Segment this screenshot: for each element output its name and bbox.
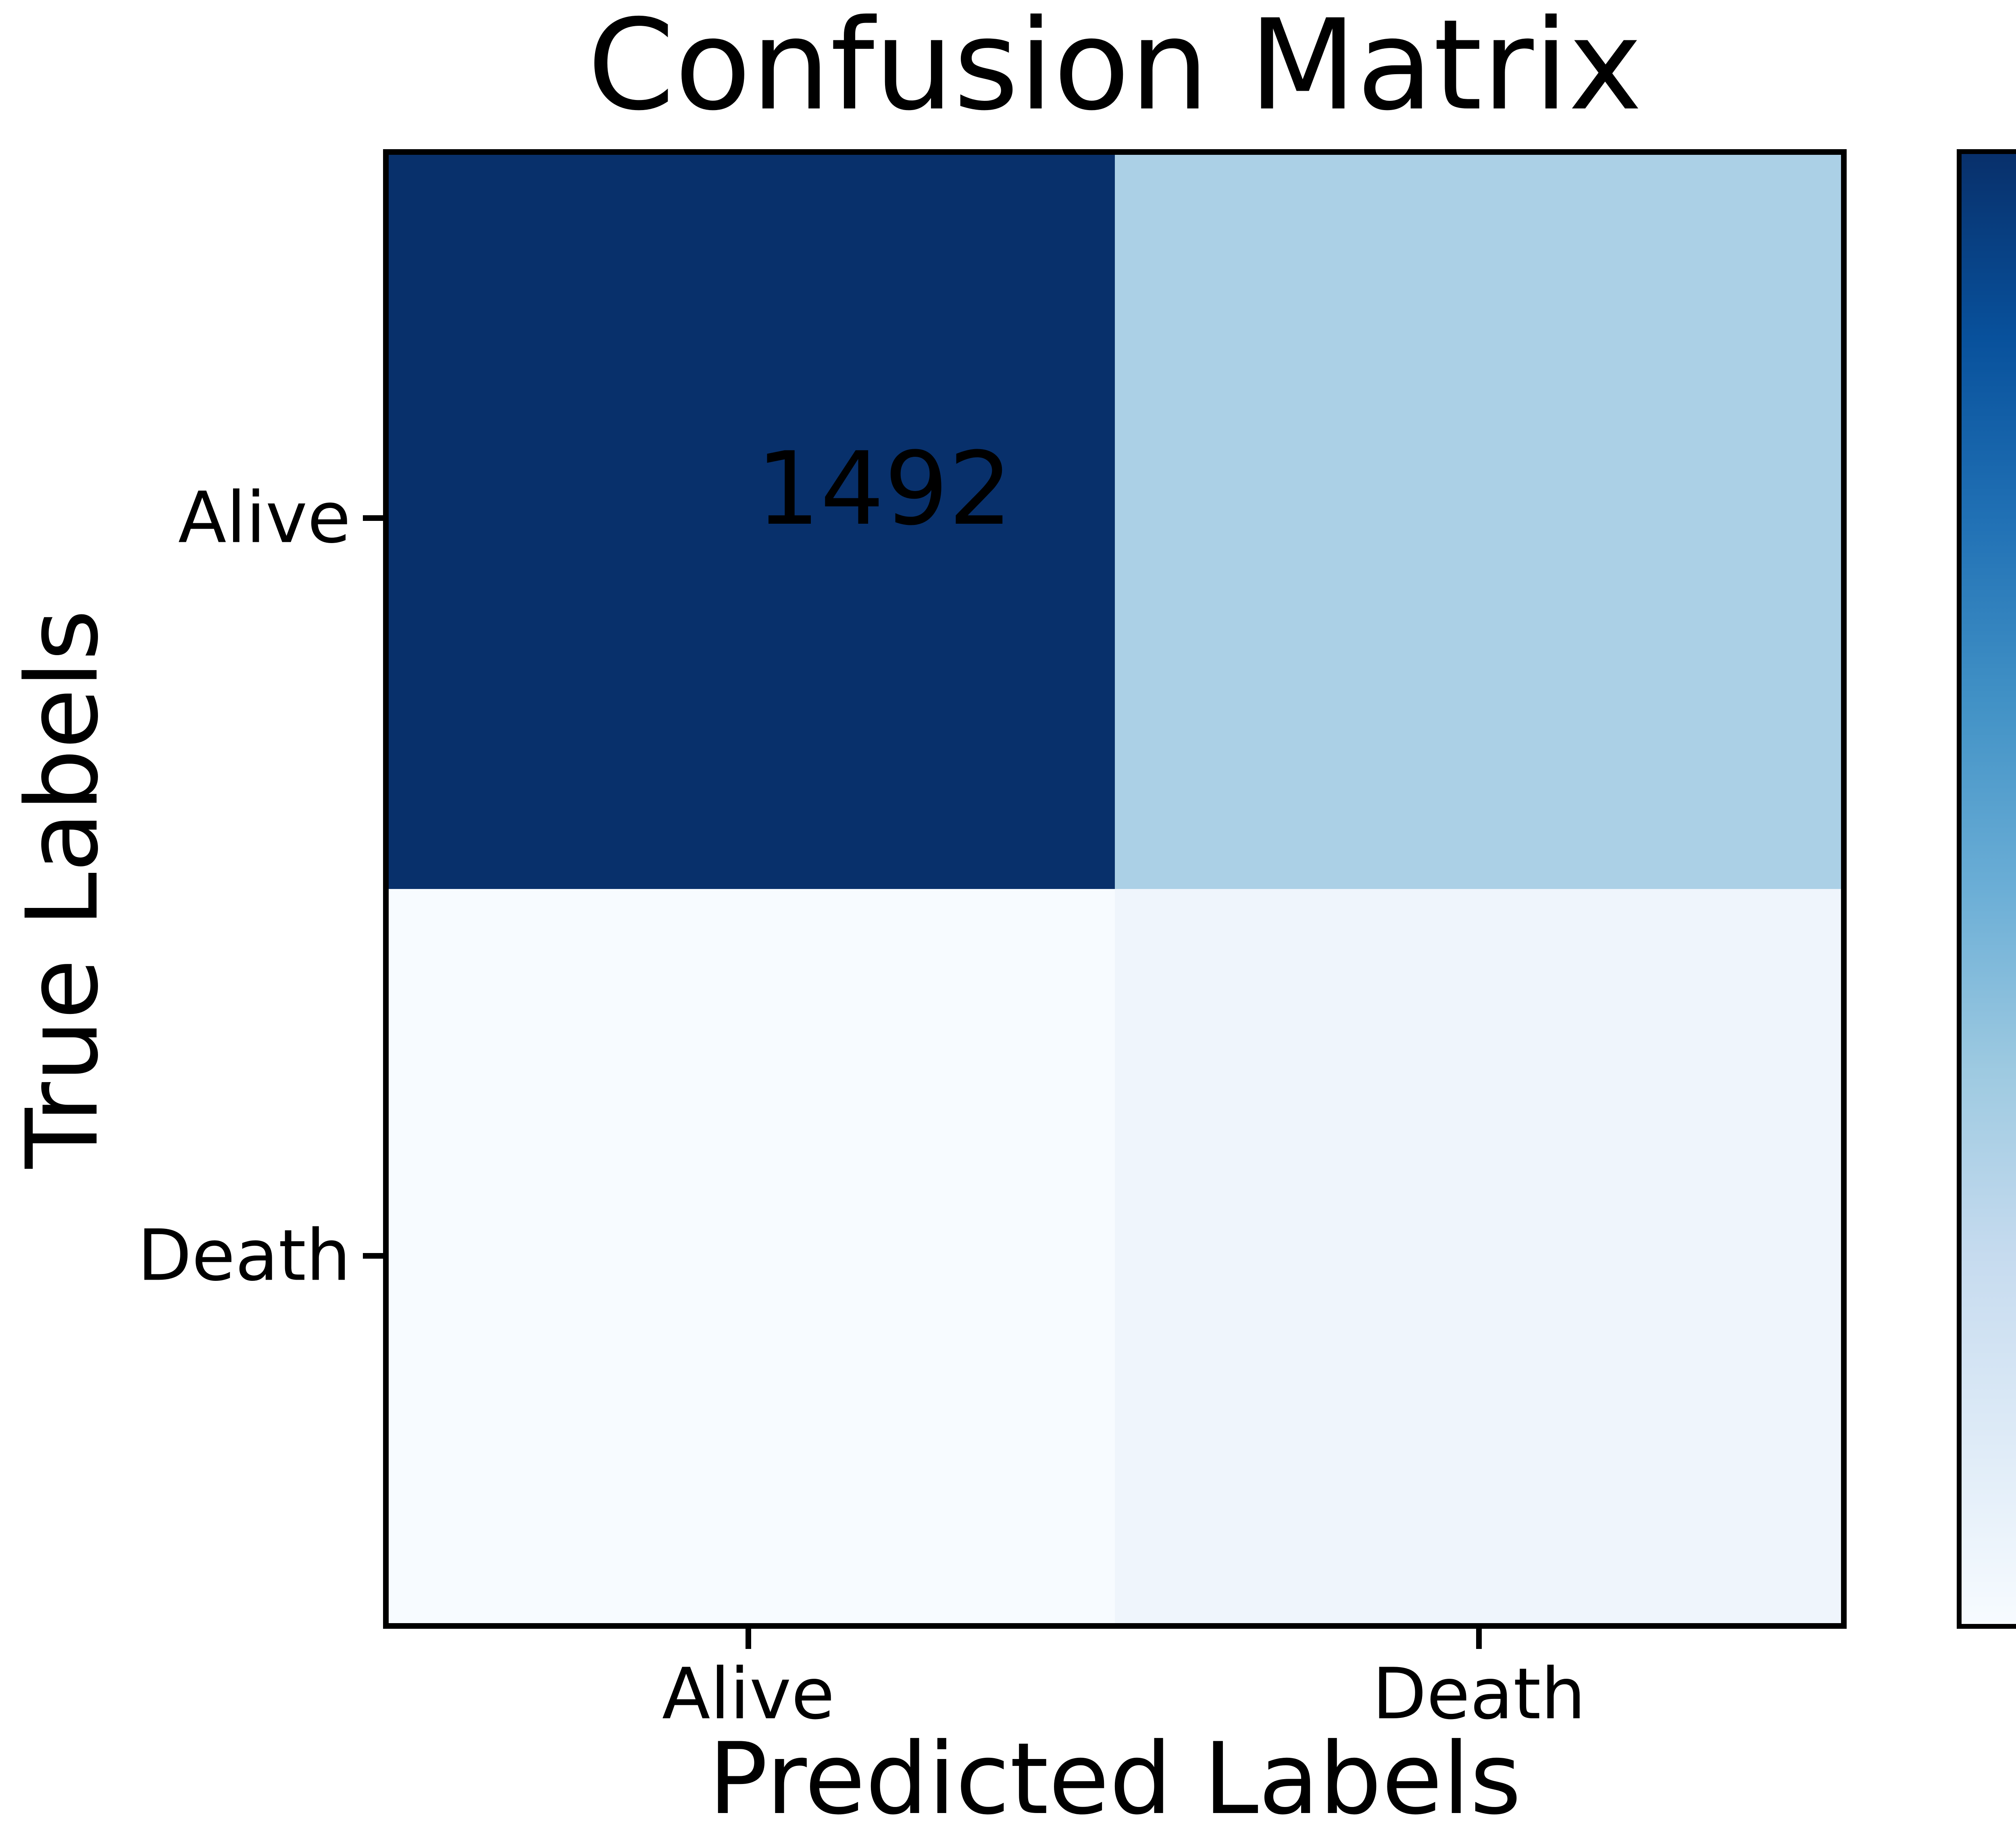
y-tick-mark-death — [363, 1253, 383, 1259]
y-tick-mark-alive — [363, 515, 383, 521]
x-tick-label-death: Death — [1372, 1653, 1586, 1735]
colorbar — [1957, 149, 2016, 1629]
cell-true-alive-pred-death: 480 — [1115, 155, 1841, 889]
x-tick-mark-alive — [746, 1629, 751, 1649]
cell-true-alive-pred-alive: 1492 — [389, 155, 1115, 889]
cell-true-death-pred-death: 58 — [1115, 889, 1841, 1623]
y-tick-label-alive: Alive — [178, 477, 351, 559]
x-axis-label: Predicted Labels — [708, 1722, 1522, 1836]
heatmap-plot-area: 1492 480 10 58 — [383, 149, 1847, 1629]
y-axis-label: True Labels — [5, 609, 120, 1169]
cell-true-death-pred-alive: 10 — [389, 889, 1115, 1623]
chart-title: Confusion Matrix — [587, 0, 1643, 138]
y-tick-label-death: Death — [137, 1215, 351, 1297]
x-tick-label-alive: Alive — [662, 1653, 835, 1735]
x-tick-mark-death — [1476, 1629, 1482, 1649]
cell-value-true-alive-pred-alive: 1492 — [756, 430, 1013, 547]
colorbar-gradient — [1962, 154, 2016, 1624]
